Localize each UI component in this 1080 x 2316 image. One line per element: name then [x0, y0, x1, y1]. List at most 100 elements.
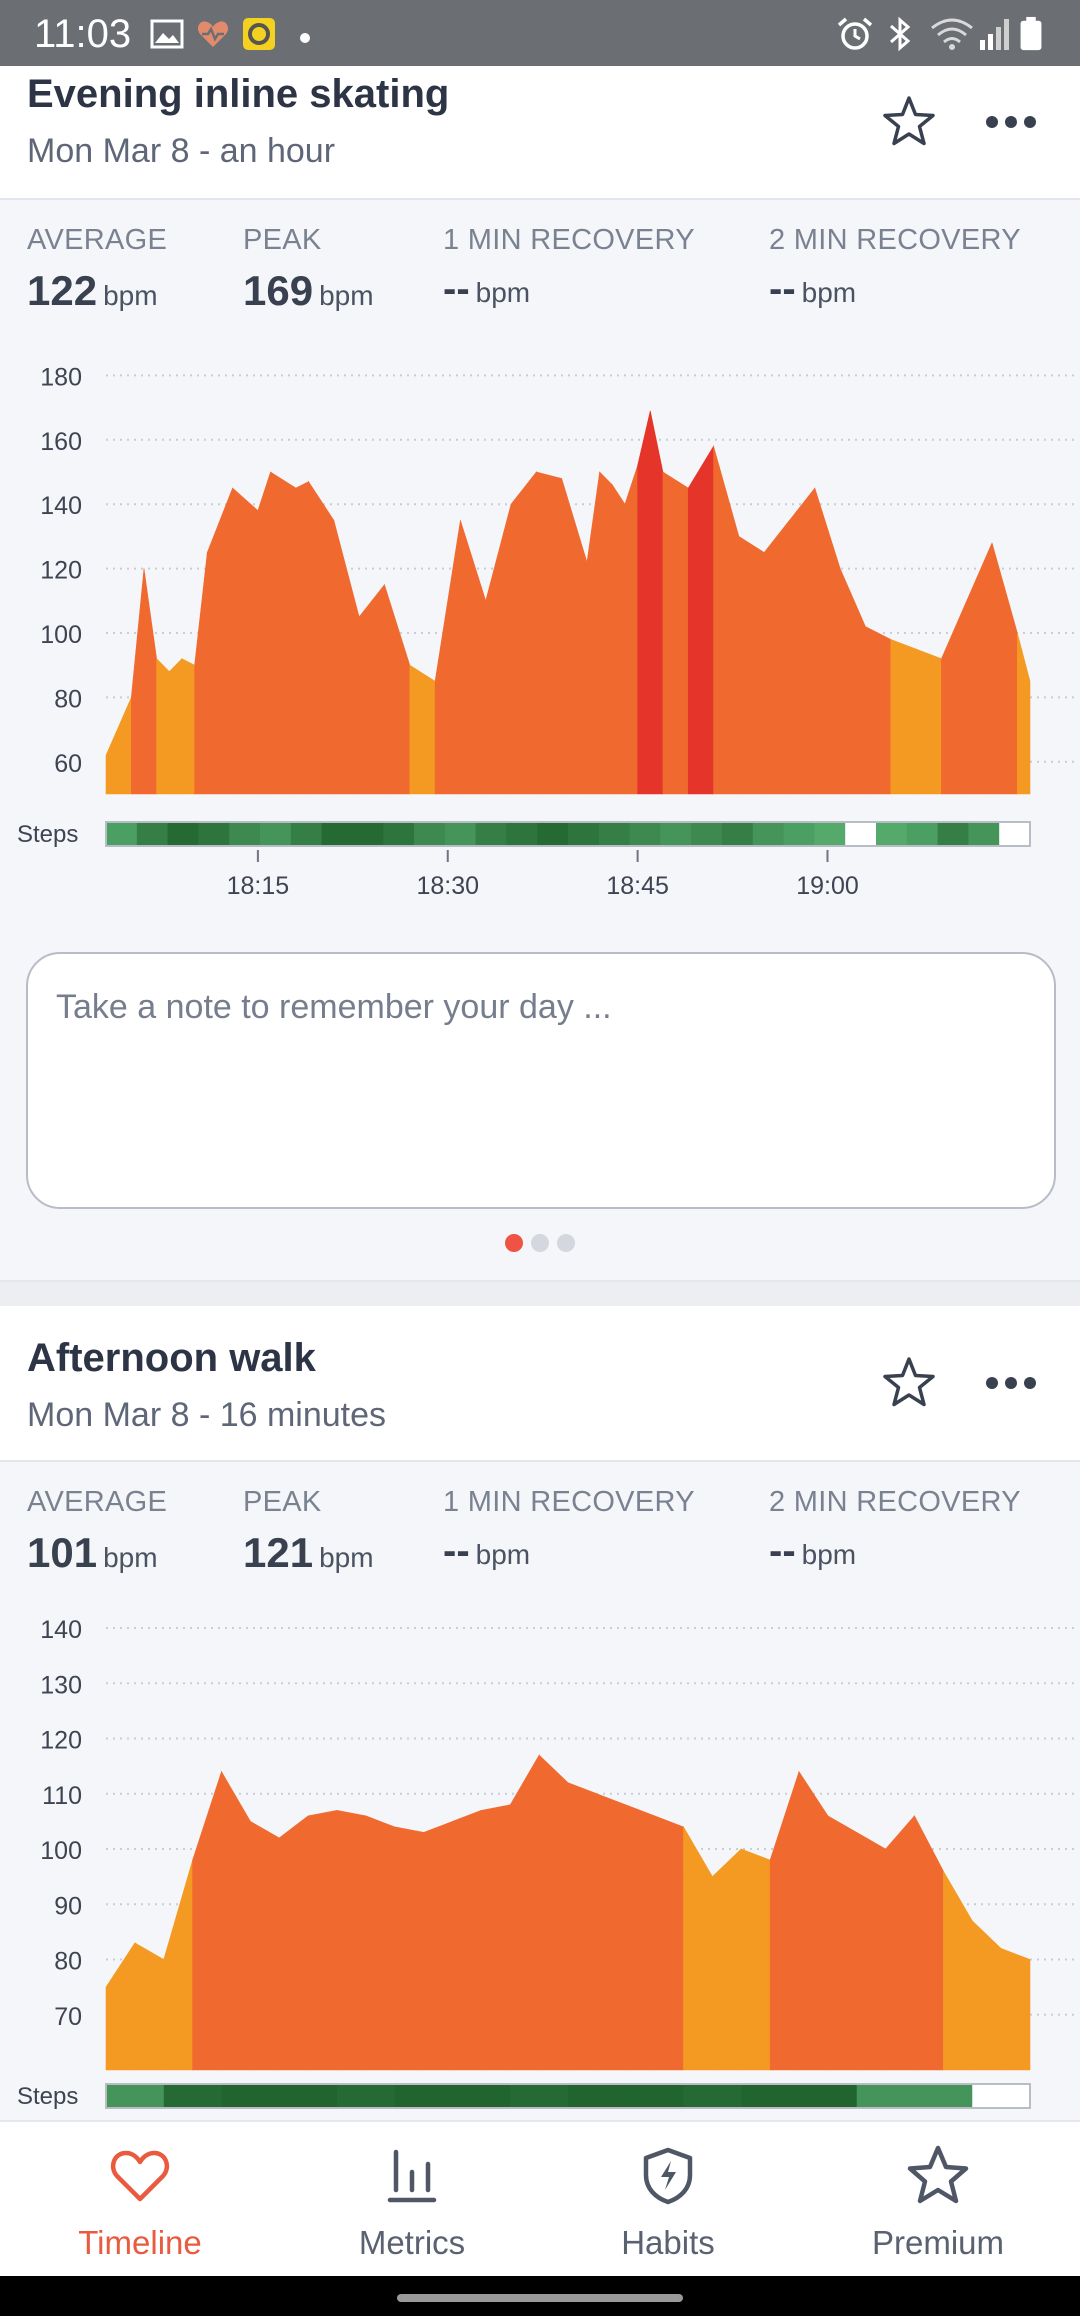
dot-icon	[300, 33, 310, 43]
y-tick-label: 70	[54, 2003, 82, 2031]
heart-rate-segment	[206, 487, 233, 795]
steps-cell	[691, 822, 723, 846]
steps-cell	[999, 822, 1031, 846]
page-dot[interactable]	[557, 1234, 575, 1252]
stat-average: AVERAGE 122 bpm	[27, 224, 167, 315]
stat-unit: bpm	[801, 277, 857, 308]
heart-rate-segment	[943, 1869, 973, 2071]
steps-cell	[683, 2084, 742, 2108]
heart-rate-segment	[586, 471, 600, 795]
favorite-star-button[interactable]	[874, 1348, 944, 1418]
star-outline-icon	[883, 1357, 935, 1407]
heart-rate-segment	[890, 639, 917, 795]
y-tick-label: 90	[54, 1892, 82, 1920]
nav-metrics[interactable]: Metrics	[312, 2122, 512, 2278]
y-tick-label: 120	[40, 1727, 82, 1755]
heart-rate-segment	[409, 664, 436, 795]
y-tick-label: 140	[40, 1616, 82, 1644]
note-placeholder: Take a note to remember your day ...	[56, 988, 612, 1026]
steps-cell	[352, 822, 384, 846]
heart-rate-icon	[197, 21, 229, 47]
heart-rate-segment	[485, 504, 512, 795]
heart-rate-segment	[683, 1825, 713, 2071]
wifi-icon	[931, 18, 973, 50]
y-tick-label: 130	[40, 1671, 82, 1699]
stat-label: 2 MIN RECOVERY	[769, 224, 1021, 256]
heart-rate-segment	[423, 1820, 453, 2071]
nav-premium[interactable]: Premium	[838, 2122, 1038, 2278]
heart-rate-segment	[181, 658, 195, 795]
stat-peak: PEAK 121 bpm	[243, 1486, 374, 1577]
more-options-button[interactable]	[976, 1348, 1046, 1418]
nav-label: Metrics	[358, 2224, 466, 2261]
heart-rate-segment	[434, 520, 461, 795]
steps-cell	[290, 822, 323, 846]
more-options-button[interactable]	[976, 87, 1046, 157]
steps-cell	[972, 2084, 1031, 2108]
heart-rate-segment	[105, 1941, 136, 2071]
workout-card-header[interactable]: Afternoon walk Mon Mar 8 - 16 minutes	[0, 1306, 1080, 1462]
home-handle[interactable]	[397, 2294, 683, 2302]
steps-cell	[906, 822, 939, 846]
gallery-icon	[150, 19, 184, 49]
stat-unit: bpm	[103, 1542, 158, 1573]
steps-cell	[106, 2084, 165, 2108]
workout-card-header[interactable]: Evening inline skating Mon Mar 8 - an ho…	[0, 66, 1080, 200]
steps-bar-outline	[105, 821, 1031, 847]
x-tick-label: 18:15	[227, 872, 290, 900]
y-tick-label: 110	[42, 1782, 82, 1810]
y-tick-label: 140	[40, 492, 82, 520]
alarm-icon	[837, 17, 873, 50]
nav-label: Premium	[871, 2224, 1005, 2261]
star-icon	[907, 2145, 969, 2204]
heart-rate-segment	[333, 520, 360, 795]
heart-rate-segment	[624, 465, 638, 795]
nav-timeline[interactable]: Timeline	[40, 2122, 240, 2278]
heart-rate-segment	[131, 568, 145, 795]
workout-title: Evening inline skating	[27, 72, 450, 116]
page-dot-active[interactable]	[505, 1234, 523, 1252]
heart-rate-segment	[365, 1815, 396, 2071]
heart-rate-segment	[250, 1820, 280, 2071]
x-tick-label: 18:30	[416, 872, 479, 900]
stat-average: AVERAGE 101 bpm	[27, 1486, 167, 1577]
nav-habits[interactable]: Habits	[568, 2122, 768, 2278]
heart-rate-chart[interactable]: 70 80 90 100 110 120 130 140 Steps	[0, 1600, 1080, 2120]
steps-cell	[722, 822, 754, 846]
steps-cell	[914, 2084, 973, 2108]
stat-value: 101	[27, 1529, 98, 1576]
system-gesture-bar	[0, 2276, 1080, 2316]
workout-subtitle: Mon Mar 8 - an hour	[27, 132, 336, 170]
heart-rate-segment	[460, 520, 487, 795]
favorite-star-button[interactable]	[874, 87, 944, 157]
heart-rate-segment	[105, 697, 132, 795]
heart-rate-segment	[384, 584, 411, 795]
steps-cell	[876, 822, 908, 846]
card-separator	[0, 1280, 1080, 1306]
app-icon	[243, 18, 275, 50]
stat-value: 122	[27, 267, 98, 314]
heart-rate-segment	[856, 1831, 886, 2071]
heart-rate-segment	[336, 1809, 367, 2071]
bottom-navigation: Timeline Metrics Habits	[0, 2120, 1080, 2276]
y-tick-label: 80	[54, 1948, 82, 1976]
stat-unit: bpm	[475, 277, 531, 308]
y-tick-label: 120	[40, 557, 82, 585]
stat-label: 2 MIN RECOVERY	[769, 1486, 1021, 1518]
battery-icon	[1020, 16, 1042, 51]
heart-rate-segment	[596, 1793, 627, 2071]
steps-cell	[414, 822, 446, 846]
page-dot[interactable]	[531, 1234, 549, 1252]
heart-rate-segment	[814, 488, 841, 795]
heart-rate-segment	[798, 1770, 829, 2071]
shield-bolt-icon	[643, 2147, 693, 2205]
note-input[interactable]: Take a note to remember your day ...	[26, 952, 1056, 1209]
steps-cell	[167, 822, 199, 846]
steps-cell	[568, 2084, 627, 2108]
heart-rate-segment	[452, 1809, 482, 2071]
heart-rate-segment	[536, 471, 562, 795]
heart-rate-chart[interactable]: 6080100120140160180200Steps18:1518:3018:…	[0, 340, 1080, 920]
heart-rate-segment	[510, 471, 537, 795]
steps-cell	[394, 2084, 453, 2108]
steps-label: Steps	[17, 821, 78, 848]
